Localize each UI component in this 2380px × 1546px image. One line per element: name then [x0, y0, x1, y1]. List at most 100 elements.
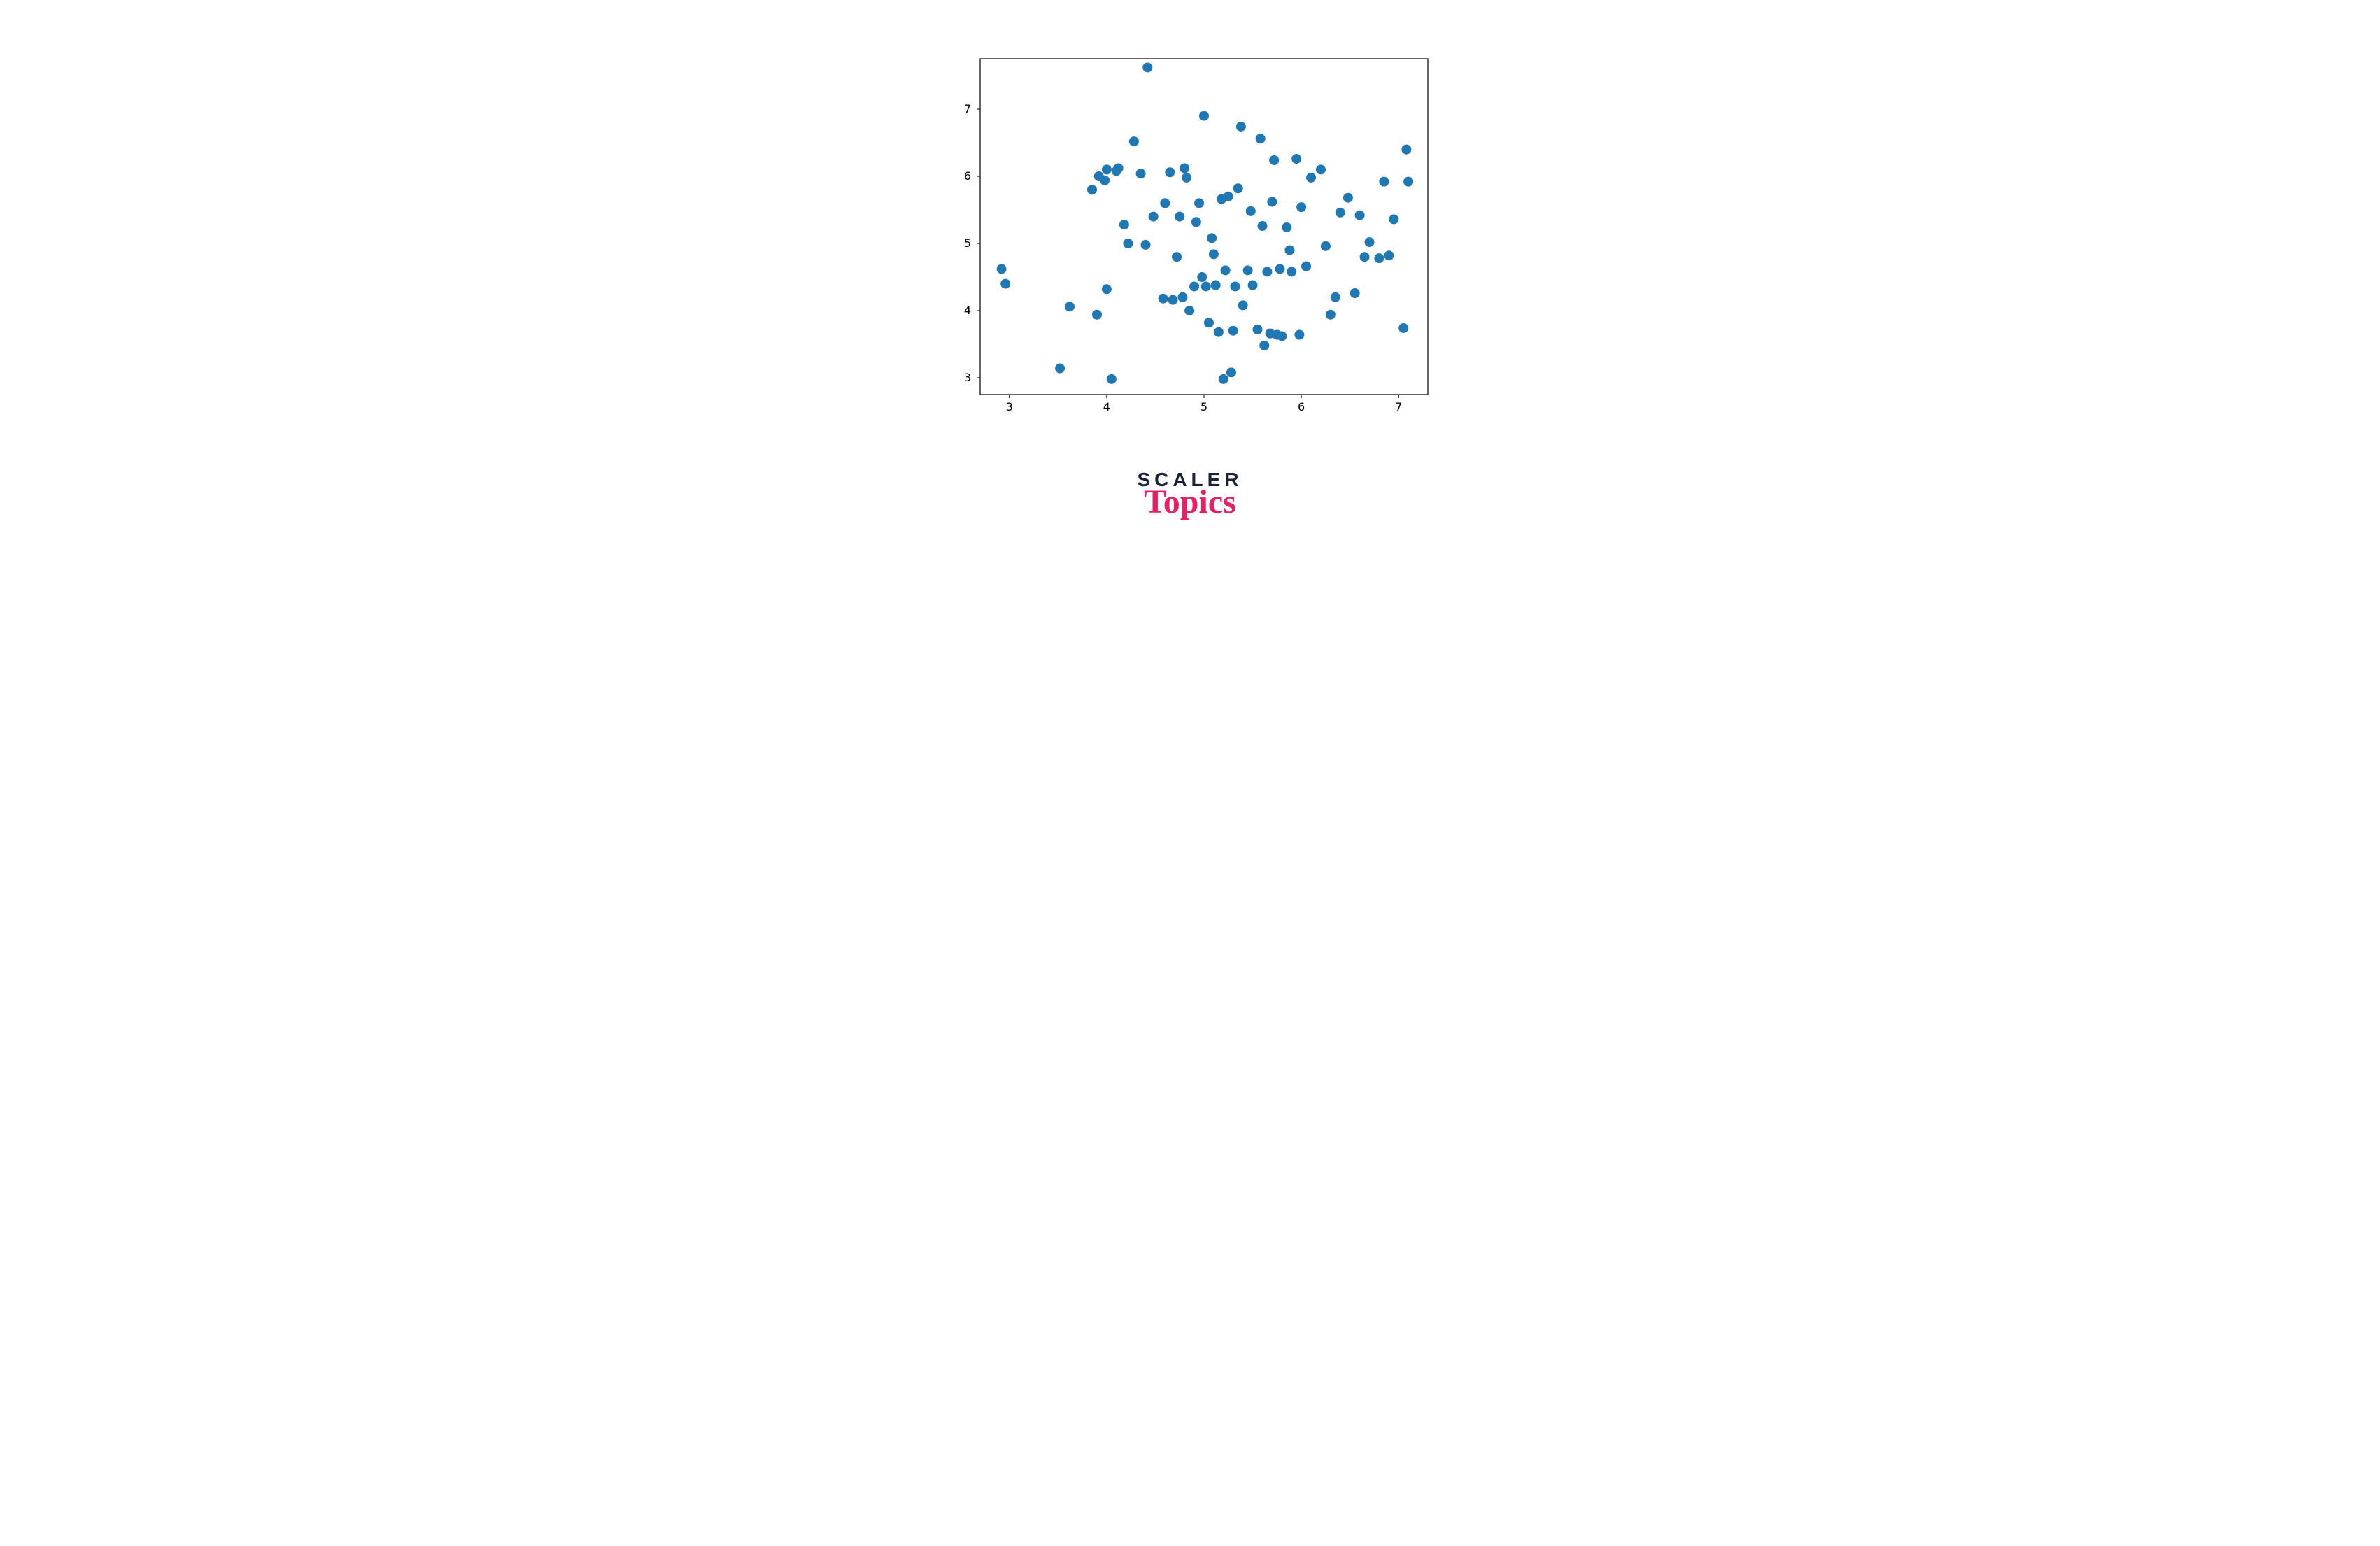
data-point [1197, 272, 1207, 282]
data-point [1159, 294, 1168, 304]
data-point [1336, 208, 1345, 218]
data-point [1403, 177, 1413, 187]
data-point [1201, 281, 1211, 291]
data-point [1238, 300, 1248, 310]
data-point [1065, 302, 1075, 311]
data-point [1136, 169, 1146, 178]
data-point [1100, 176, 1110, 185]
data-point [1287, 267, 1296, 276]
x-tick-label: 3 [1006, 400, 1013, 413]
data-point [1129, 136, 1139, 146]
data-point [1384, 250, 1394, 260]
data-point [1355, 211, 1365, 220]
data-point [1207, 233, 1217, 243]
data-point [1401, 145, 1411, 155]
data-point [1275, 264, 1285, 274]
data-point [1000, 279, 1010, 289]
data-point [1055, 364, 1065, 374]
y-tick-label: 6 [964, 169, 971, 183]
data-point [1114, 163, 1124, 173]
data-point [1277, 331, 1287, 341]
data-point [1259, 341, 1269, 350]
data-point [1199, 111, 1209, 121]
data-point [1267, 197, 1277, 206]
data-point [1350, 288, 1360, 298]
x-tick-label: 4 [1103, 400, 1110, 413]
data-point [1177, 292, 1187, 302]
data-point [1175, 212, 1184, 222]
data-point [1182, 173, 1191, 183]
data-point [1119, 220, 1129, 229]
data-point [1107, 374, 1117, 384]
data-point [1228, 326, 1238, 336]
data-point [1257, 221, 1267, 231]
data-point [997, 264, 1007, 274]
data-point [1231, 281, 1240, 291]
data-point [1398, 323, 1408, 333]
data-point [1282, 222, 1291, 232]
data-point [1243, 265, 1253, 275]
data-point [1343, 193, 1353, 203]
data-point [1123, 239, 1133, 248]
y-tick-label: 7 [964, 102, 971, 115]
data-point [1087, 185, 1097, 194]
data-point [1221, 265, 1231, 275]
data-point [1296, 202, 1306, 212]
data-point [1172, 252, 1182, 262]
data-point [1226, 367, 1236, 377]
y-tick-label: 3 [964, 371, 971, 384]
data-point [1365, 237, 1375, 247]
data-point [1168, 295, 1177, 305]
data-point [1256, 134, 1266, 143]
data-point [1180, 163, 1189, 173]
data-point [1374, 253, 1384, 263]
data-point [1160, 198, 1170, 208]
data-point [1224, 192, 1233, 201]
data-point [1092, 310, 1102, 320]
data-point [1102, 164, 1112, 174]
data-point [1284, 246, 1294, 255]
data-point [1321, 241, 1331, 251]
data-point [1219, 374, 1228, 384]
data-point [1209, 249, 1219, 259]
data-point [1360, 252, 1370, 262]
data-point [1248, 281, 1258, 290]
y-tick-label: 5 [964, 236, 971, 250]
brand-logo: SCALER Topics [1137, 470, 1242, 519]
brand-logo-sub: Topics [1137, 485, 1242, 519]
data-point [1246, 206, 1256, 216]
x-tick-label: 6 [1298, 400, 1305, 413]
chart-svg: 3 4 5 6 7 3 4 5 6 7 [938, 52, 1442, 430]
page: 3 4 5 6 7 3 4 5 6 7 SCALER Topics [714, 0, 1666, 618]
data-point [1211, 281, 1221, 290]
data-point [1262, 267, 1272, 276]
data-point [1184, 306, 1194, 315]
data-point [1141, 240, 1151, 250]
data-point [1142, 62, 1152, 72]
data-point [1306, 173, 1316, 183]
data-point [1326, 310, 1336, 320]
data-point [1294, 330, 1304, 340]
data-point [1389, 214, 1398, 224]
data-point [1291, 154, 1301, 164]
data-point [1236, 122, 1246, 132]
data-point [1102, 284, 1112, 294]
data-point [1165, 167, 1175, 177]
data-point [1214, 327, 1224, 337]
data-point [1189, 281, 1199, 291]
data-point [1301, 262, 1311, 271]
scatter-chart: 3 4 5 6 7 3 4 5 6 7 [938, 52, 1442, 432]
data-point [1253, 325, 1263, 334]
x-tick-label: 5 [1200, 400, 1207, 413]
data-point [1204, 318, 1214, 327]
x-tick-label: 7 [1395, 400, 1402, 413]
data-point [1233, 183, 1243, 193]
data-point [1331, 292, 1340, 302]
data-point [1269, 155, 1279, 165]
data-point [1191, 217, 1201, 227]
data-point [1379, 177, 1389, 187]
data-point [1316, 164, 1326, 174]
data-point [1149, 212, 1159, 222]
data-point [1194, 198, 1204, 208]
y-tick-label: 4 [964, 304, 971, 317]
